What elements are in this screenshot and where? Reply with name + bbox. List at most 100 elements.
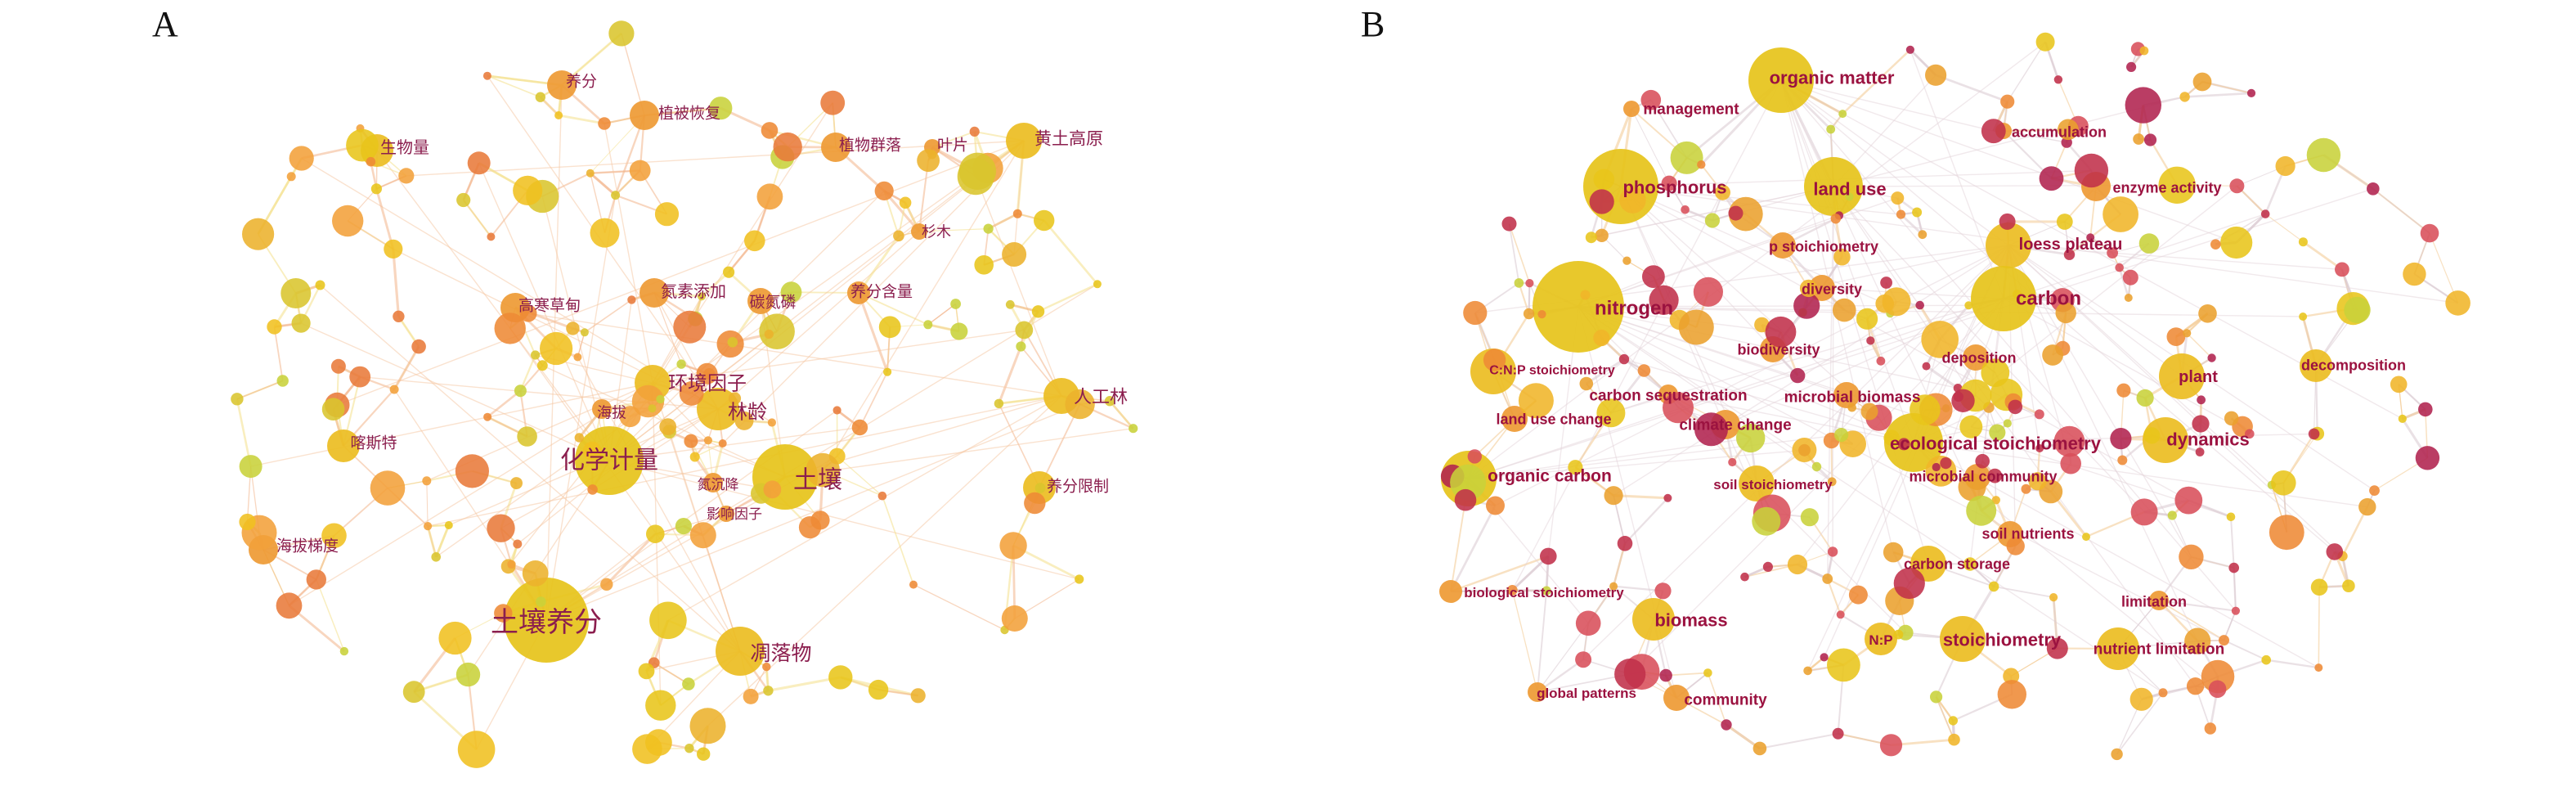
keyword-node	[1971, 266, 2036, 331]
network-node	[2082, 533, 2090, 542]
keyword-label: 林龄	[728, 400, 767, 423]
network-edge	[316, 579, 345, 652]
keyword-node	[504, 578, 589, 663]
network-node	[1704, 213, 1720, 228]
keyword-label: soil nutrients	[1981, 525, 2074, 542]
network-node	[994, 398, 1004, 408]
keyword-label: 植物群落	[839, 137, 901, 155]
network-node	[1595, 228, 1609, 242]
network-node	[306, 569, 326, 590]
keyword-label: decomposition	[2301, 357, 2406, 373]
network-node	[1948, 733, 1960, 746]
keyword-node	[1739, 465, 1775, 501]
network-node	[2174, 486, 2203, 515]
network-edge	[784, 428, 1133, 478]
network-node	[1580, 290, 1591, 300]
keyword-node	[703, 473, 723, 492]
network-node	[2053, 75, 2063, 84]
network-node	[1981, 119, 2006, 144]
network-node	[402, 681, 425, 704]
network-node	[832, 406, 841, 415]
network-node	[1129, 424, 1138, 434]
network-edge	[1577, 306, 2224, 641]
keyword-label: 高寒草甸	[518, 297, 581, 315]
network-edge	[858, 292, 929, 326]
network-node	[321, 398, 345, 420]
network-node	[1964, 301, 1973, 310]
network-node	[2231, 606, 2240, 615]
network-node	[1975, 453, 1990, 469]
network-node	[2056, 214, 2073, 230]
network-edge	[1495, 245, 2009, 506]
network-edge	[822, 140, 1025, 470]
network-node	[1585, 232, 1597, 244]
network-node	[1832, 727, 1844, 740]
network-node	[2192, 415, 2210, 433]
network-node	[2210, 239, 2221, 250]
network-edge	[1780, 79, 2403, 420]
network-node	[957, 158, 994, 196]
network-edge	[2266, 659, 2319, 669]
keyword-label: nutrient limitation	[2094, 641, 2224, 659]
network-edge	[1842, 48, 1911, 115]
network-node	[1762, 561, 1773, 573]
keyword-node	[1528, 682, 1547, 702]
network-node	[2246, 88, 2256, 97]
network-node	[611, 191, 621, 200]
network-edge	[337, 140, 1025, 406]
network-node	[1963, 557, 1977, 571]
network-edge	[1450, 500, 1466, 592]
network-node	[422, 476, 432, 486]
network-node	[291, 313, 311, 333]
network-edge	[393, 389, 547, 621]
network-edge	[289, 382, 653, 606]
keyword-label: organic matter	[1770, 68, 1895, 88]
keyword-label: 土壤养分	[491, 606, 602, 639]
network-node	[763, 686, 774, 696]
network-node	[411, 339, 426, 354]
network-node	[1827, 546, 1838, 557]
network-edge	[604, 123, 653, 384]
network-edge	[1993, 586, 2054, 598]
keyword-node	[1865, 623, 1897, 655]
network-node	[648, 404, 657, 413]
network-node	[1827, 477, 1837, 487]
network-node	[2086, 233, 2095, 242]
network-edge	[1508, 223, 1520, 284]
network-edge	[768, 676, 841, 692]
network-edge	[320, 284, 741, 652]
network-node	[2204, 722, 2216, 735]
network-edge	[1577, 306, 1833, 483]
network-node	[1575, 651, 1592, 668]
network-edge	[2008, 245, 2342, 271]
network-node	[1836, 610, 1845, 619]
network-node	[2198, 304, 2217, 323]
network-node	[2042, 344, 2064, 366]
network-node	[280, 278, 312, 308]
network-node	[2415, 446, 2440, 470]
keyword-label: C:N:P stoichiometry	[1489, 364, 1615, 378]
network-node	[349, 366, 371, 388]
network-node	[2358, 497, 2376, 516]
network-node	[1514, 278, 1524, 288]
panel-b: B organic matter management accumulation ph…	[1361, 4, 2471, 761]
network-node	[2420, 223, 2439, 243]
network-node	[456, 662, 481, 687]
network-node	[2013, 290, 2022, 299]
network-node	[2310, 578, 2328, 596]
network-node	[1614, 659, 1646, 690]
network-edge	[1808, 245, 2009, 290]
network-node	[629, 160, 651, 182]
network-node	[487, 232, 496, 241]
network-node	[1833, 248, 1851, 266]
network-edge	[1468, 437, 1751, 479]
network-node	[1893, 567, 1925, 600]
network-node	[1740, 572, 1749, 582]
network-node	[2224, 411, 2239, 426]
network-node	[1678, 309, 1714, 345]
network-node	[1925, 64, 1947, 86]
network-node	[2261, 654, 2271, 665]
network-node	[2390, 376, 2408, 394]
network-node	[675, 518, 693, 535]
network-node	[1811, 461, 1822, 472]
